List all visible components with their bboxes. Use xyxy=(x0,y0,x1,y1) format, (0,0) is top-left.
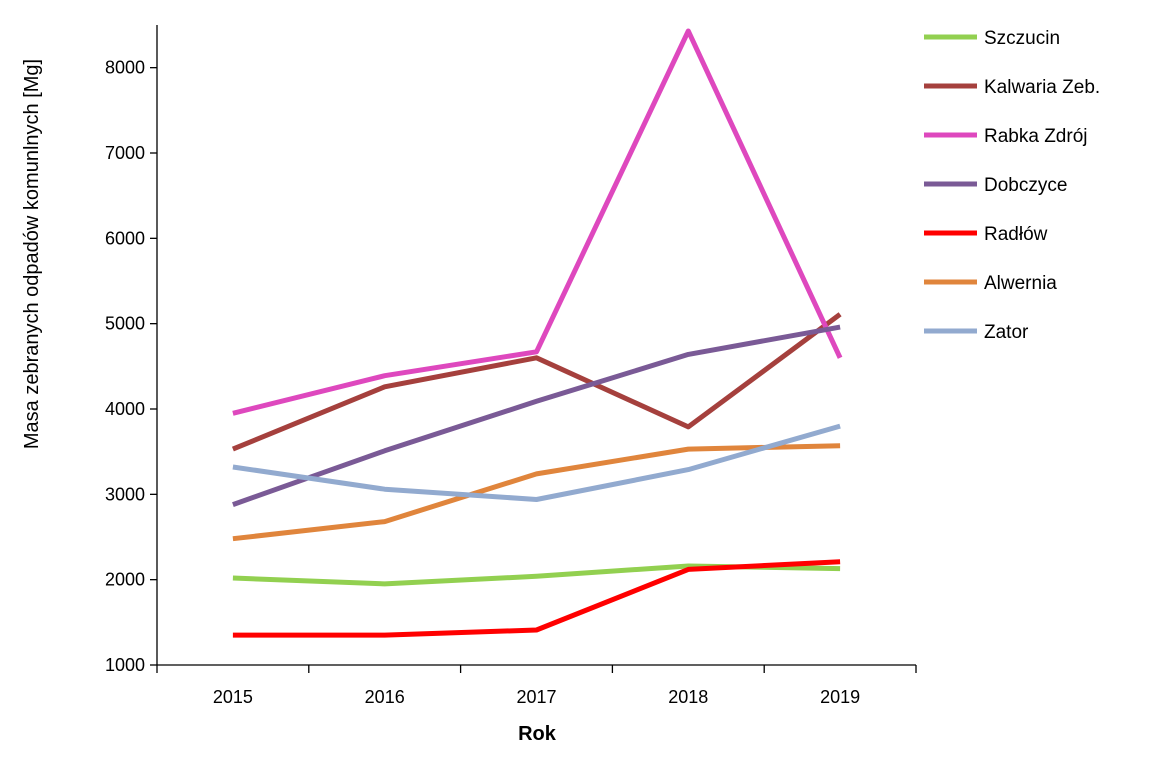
legend-item: Radłów xyxy=(924,224,1048,245)
legend-label: Alwernia xyxy=(984,273,1057,294)
y-tick-label: 1000 xyxy=(105,655,145,675)
y-ticks: 1000 2000 3000 4000 5000 6000 7000 8000 xyxy=(105,58,157,675)
legend-item: Dobczyce xyxy=(924,175,1067,196)
y-tick-label: 4000 xyxy=(105,399,145,419)
x-tick-label: 2017 xyxy=(516,687,556,707)
x-tick-label: 2019 xyxy=(820,687,860,707)
y-tick-label: 5000 xyxy=(105,314,145,334)
axes xyxy=(156,25,916,666)
y-tick-label: 7000 xyxy=(105,143,145,163)
series-line-rabka-zdr-j xyxy=(232,28,843,416)
x-tick-label: 2015 xyxy=(213,687,253,707)
legend-label: Rabka Zdrój xyxy=(984,126,1088,147)
legend-label: Kalwaria Zeb. xyxy=(984,77,1100,98)
y-tick-label: 3000 xyxy=(105,484,145,504)
legend-label: Dobczyce xyxy=(984,175,1067,196)
legend-item: Kalwaria Zeb. xyxy=(924,77,1100,98)
series-lines xyxy=(231,28,843,638)
legend-item: Szczucin xyxy=(924,28,1060,49)
y-tick-label: 6000 xyxy=(105,228,145,248)
y-tick-label: 2000 xyxy=(105,570,145,590)
legend-label: Zator xyxy=(984,322,1029,343)
y-axis-title: Masa zebranych odpadów komunlnych [Mg] xyxy=(21,59,43,449)
series-line-rad-w xyxy=(232,559,841,638)
series-line-dobczyce xyxy=(232,324,841,507)
series-line-kalwaria-zeb xyxy=(231,312,842,452)
legend-item: Rabka Zdrój xyxy=(924,126,1088,147)
legend-label: Radłów xyxy=(984,224,1048,245)
x-tick-label: 2016 xyxy=(365,687,405,707)
legend-item: Zator xyxy=(924,322,1029,343)
legend-item: Alwernia xyxy=(924,273,1057,294)
x-tick-label: 2018 xyxy=(668,687,708,707)
y-tick-label: 8000 xyxy=(105,58,145,78)
legend-label: Szczucin xyxy=(984,28,1060,49)
legend: Szczucin Kalwaria Zeb. Rabka Zdrój Dobczyce… xyxy=(924,28,1100,343)
x-axis-title: Rok xyxy=(518,723,557,745)
series-line-alwernia xyxy=(232,443,841,542)
series-line-zator xyxy=(232,423,841,502)
x-ticks: 2015 2016 2017 2018 2019 xyxy=(156,665,917,707)
